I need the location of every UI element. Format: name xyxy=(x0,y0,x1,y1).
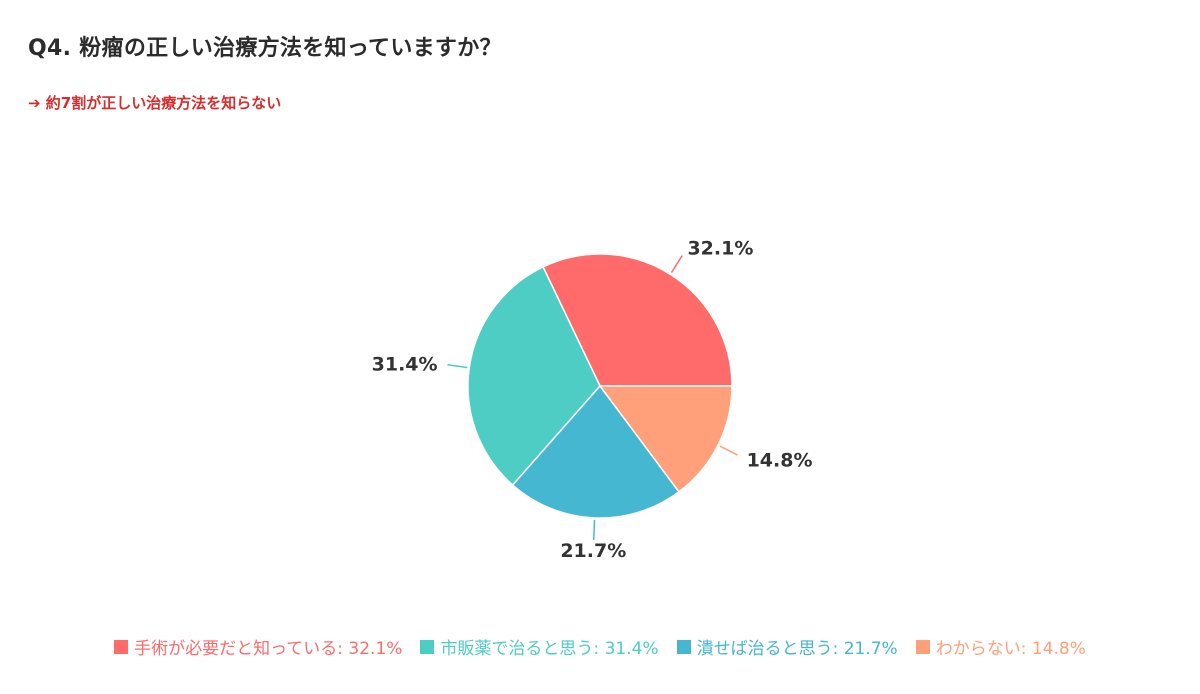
pie-slice[interactable] xyxy=(598,385,733,493)
legend-item[interactable]: 潰せば治ると思う: 21.7% xyxy=(676,634,898,659)
data-label: 31.4% xyxy=(372,353,438,375)
pie-slice[interactable] xyxy=(467,265,601,487)
chart-title: Q4. 粉瘤の正しい治療方法を知っていますか？ xyxy=(28,36,502,61)
legend-label: わからない: 14.8% xyxy=(935,639,1086,659)
data-label: 14.8% xyxy=(747,450,813,472)
chart-subtitle: ➔ 約7割が正しい治療方法を知らない xyxy=(28,94,282,112)
pie-slice[interactable] xyxy=(542,253,733,387)
leader-line xyxy=(447,364,468,369)
legend-swatch xyxy=(114,639,129,654)
data-label: 32.1% xyxy=(687,237,753,259)
legend-label: 潰せば治ると思う: 21.7% xyxy=(696,639,898,659)
legend-item[interactable]: 市販薬で治ると思う: 31.4% xyxy=(420,634,659,659)
legend-swatch xyxy=(420,639,435,654)
legend-label: 市販薬で治ると思う: 31.4% xyxy=(440,639,659,659)
data-label: 21.7% xyxy=(560,540,626,562)
chart-legend: 手術が必要だと知っている: 32.1% 市販薬で治ると思う: 31.4% 潰せば… xyxy=(0,634,1200,659)
pie-slice[interactable] xyxy=(511,384,680,519)
legend-swatch xyxy=(676,639,691,654)
legend-label: 手術が必要だと知っている: 32.1% xyxy=(134,639,403,659)
legend-item[interactable]: わからない: 14.8% xyxy=(915,634,1086,659)
legend-swatch xyxy=(915,639,930,654)
leader-line xyxy=(719,445,738,456)
leader-line xyxy=(592,519,596,540)
leader-line xyxy=(670,255,683,274)
legend-item[interactable]: 手術が必要だと知っている: 32.1% xyxy=(114,634,402,659)
